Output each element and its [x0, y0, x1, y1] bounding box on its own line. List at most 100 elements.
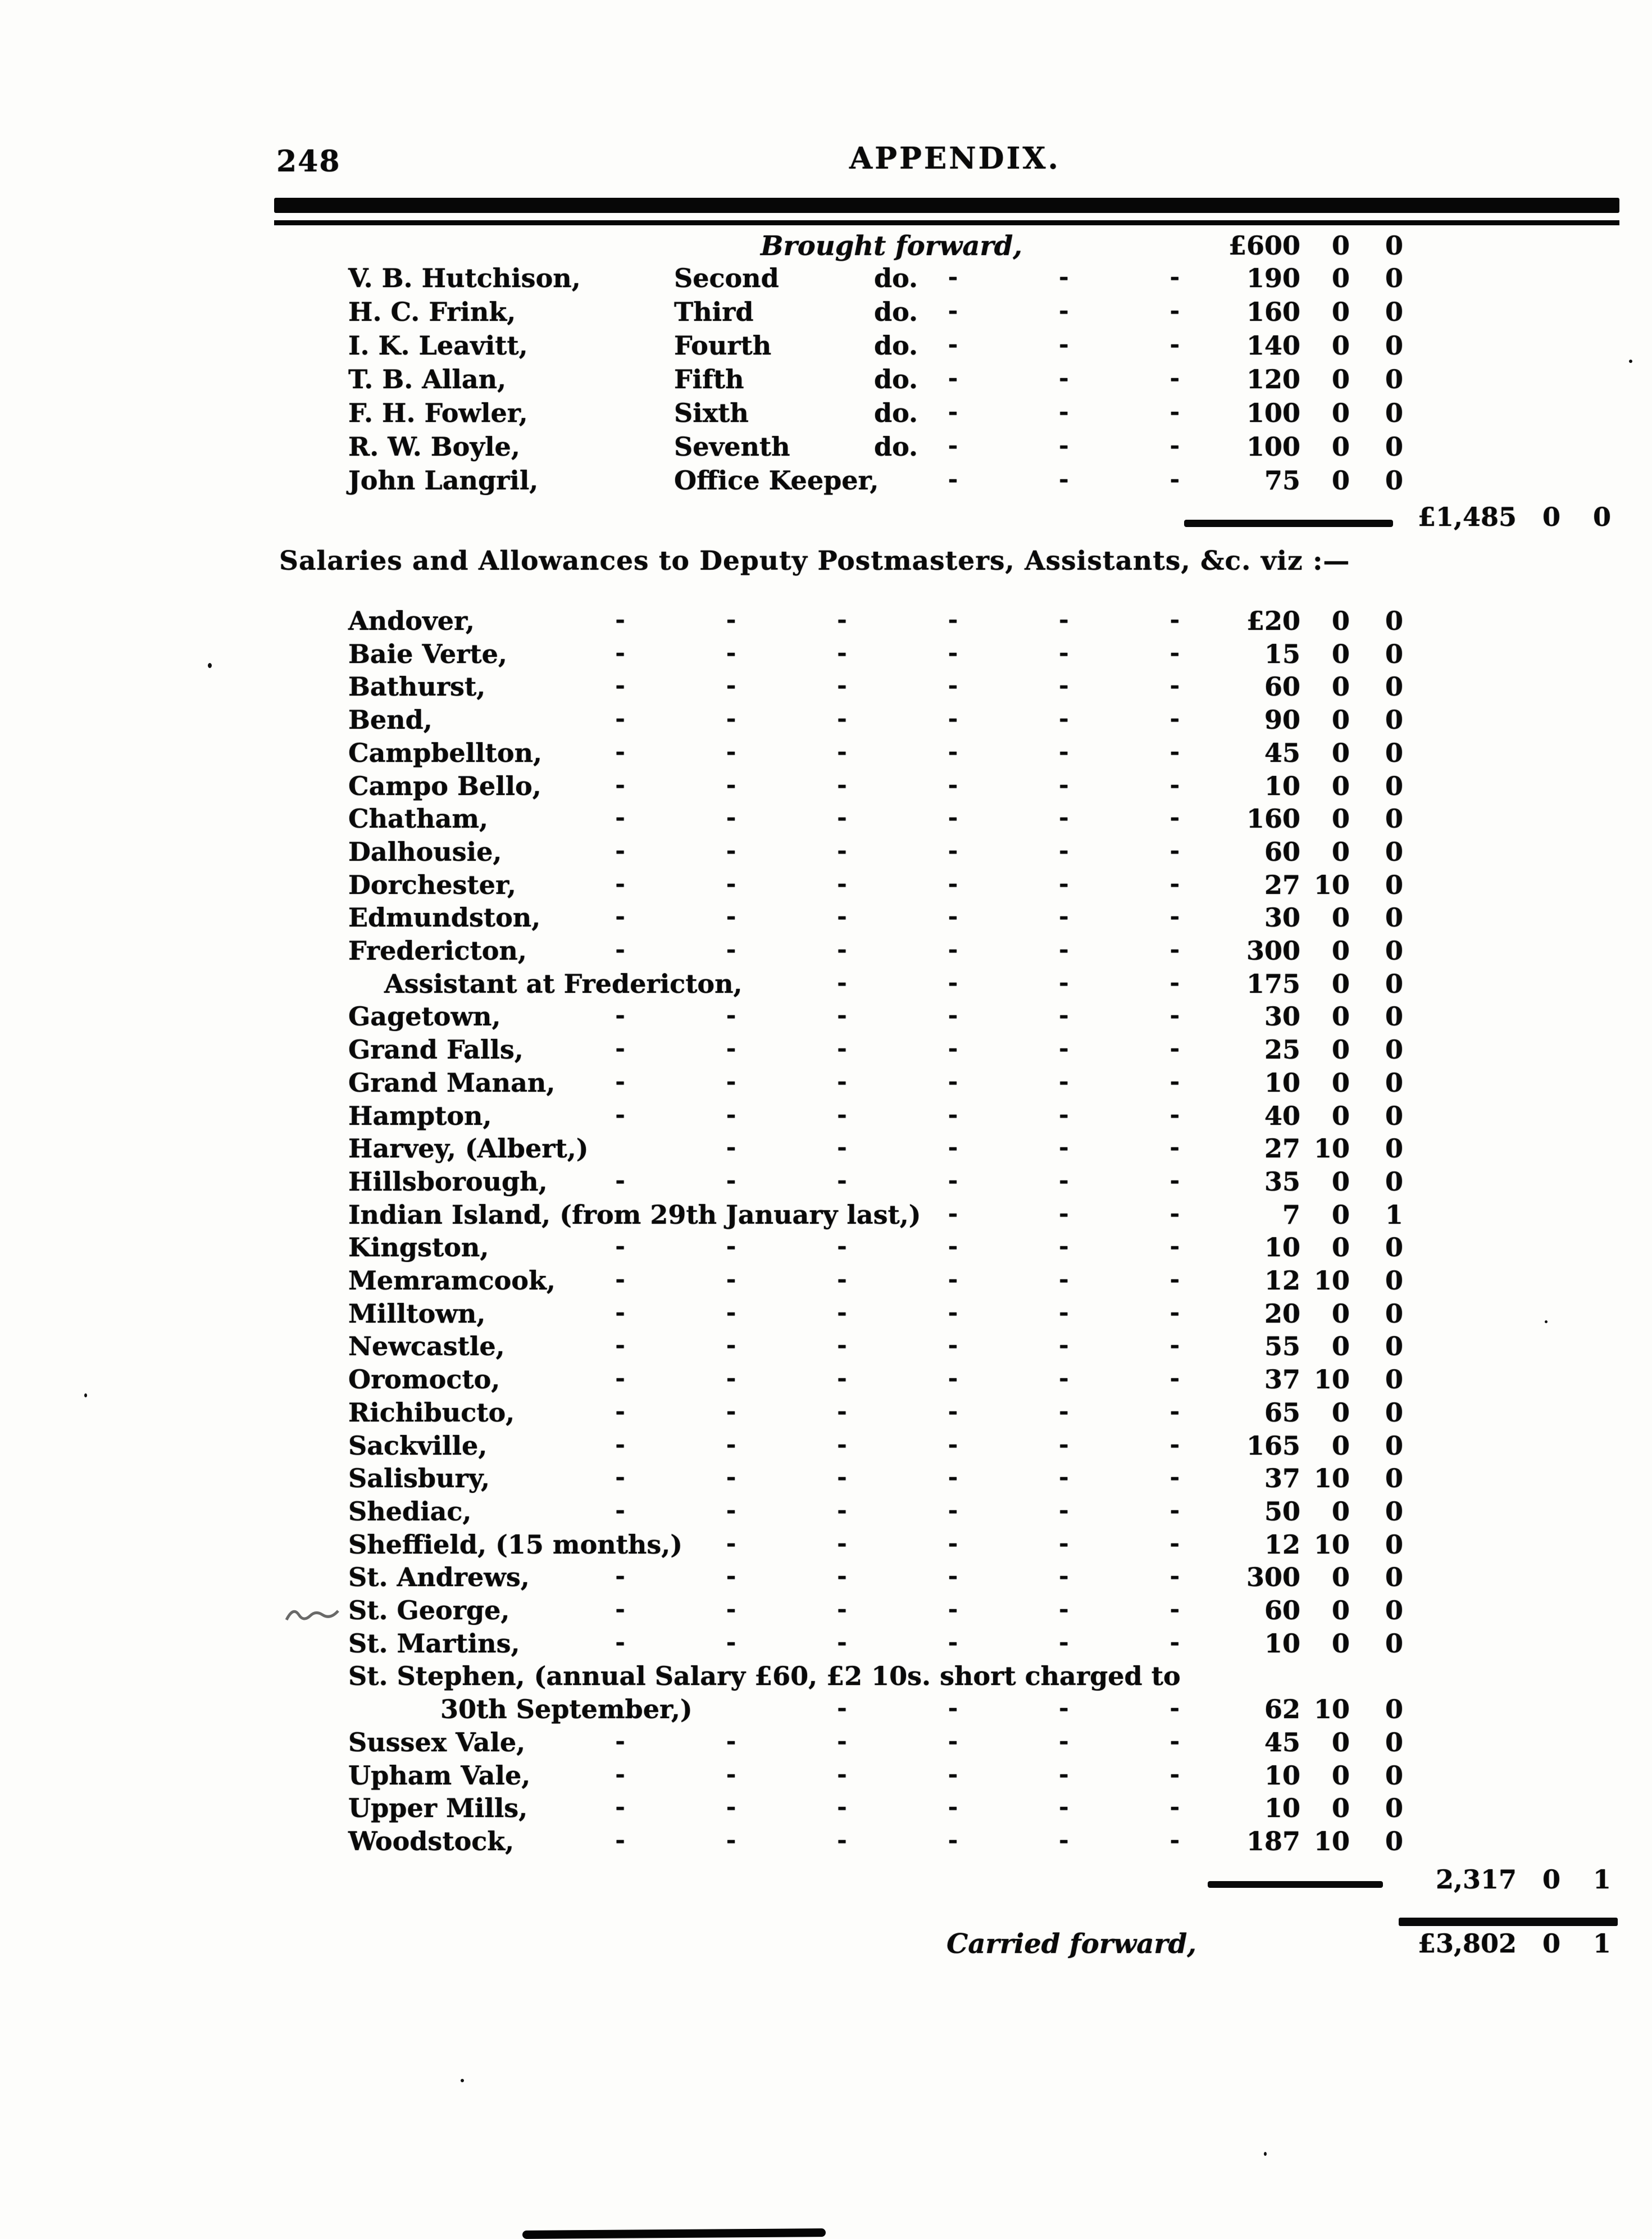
amount-pounds: 27 — [1264, 870, 1300, 900]
amount-pence: 0 — [1385, 1101, 1403, 1131]
table-row: St. Stephen, (annual Salary £60, £2 10s.… — [0, 1663, 1652, 1696]
amount-pounds: 12 — [1264, 1529, 1300, 1560]
amount-shillings: 0 — [1331, 738, 1350, 768]
subtotal-pounds: £1,485 — [1417, 502, 1517, 532]
subtotal-shillings: 0 — [1542, 1864, 1560, 1895]
brought-forward-label: Brought forward, — [760, 230, 1022, 262]
table-row: Indian Island, (from 29th January last,)… — [0, 1202, 1652, 1234]
amount-shillings: 0 — [1331, 1562, 1350, 1592]
amount-shillings: 0 — [1331, 902, 1350, 933]
ink-speck — [208, 663, 212, 668]
amount-pence: 0 — [1385, 1397, 1403, 1428]
table-row: Hampton, ------ 40 0 0 — [0, 1103, 1652, 1136]
amount-shillings: 0 — [1331, 364, 1350, 394]
amount-pounds: 120 — [1246, 364, 1300, 394]
amount-shillings: 0 — [1331, 1068, 1350, 1098]
amount-pence: 0 — [1385, 738, 1403, 768]
amount-pence: 0 — [1385, 870, 1403, 900]
ink-speck — [1629, 360, 1632, 363]
amount-pounds: 7 — [1282, 1200, 1300, 1230]
amount-shillings: 0 — [1331, 1200, 1350, 1230]
amount-shillings: 0 — [1331, 1298, 1350, 1329]
amount-shillings: 0 — [1331, 1430, 1350, 1461]
amount-pence: 0 — [1385, 1364, 1403, 1395]
amount-shillings: 0 — [1331, 1628, 1350, 1659]
amount-shillings: 0 — [1331, 1496, 1350, 1527]
table-row: Memramcook, ------ 12 10 0 — [0, 1268, 1652, 1300]
amount-pence: 0 — [1385, 1562, 1403, 1592]
amount-pounds: 60 — [1264, 1595, 1300, 1625]
ink-speck — [84, 1393, 87, 1397]
amount-pence: 0 — [1385, 935, 1403, 966]
amount-shillings: 0 — [1331, 935, 1350, 966]
amount-pounds: 45 — [1264, 1727, 1300, 1757]
table-row: R. W. Boyle, Seventh do. --- 100 0 0 — [0, 434, 1652, 466]
amount-pence: 0 — [1385, 263, 1403, 293]
header-rule-thick — [274, 198, 1619, 213]
amount-pence: 0 — [1385, 1529, 1403, 1560]
amount-shillings: 10 — [1313, 1364, 1350, 1395]
amount-shillings: 0 — [1331, 1101, 1350, 1131]
table-row: 30th September,) ---- 62 10 0 — [0, 1696, 1652, 1729]
table-row: Edmundston, ------ 30 0 0 — [0, 905, 1652, 937]
amount-shillings: 0 — [1331, 432, 1350, 462]
amount-pence: 0 — [1385, 1166, 1403, 1197]
table-row: Milltown, ------ 20 0 0 — [0, 1301, 1652, 1333]
amount-pounds: 175 — [1246, 969, 1300, 999]
table-row-subtotal: 2,317 0 1 — [0, 1866, 1652, 1899]
amount-shillings: 0 — [1331, 330, 1350, 361]
carried-forward-pounds: £3,802 — [1417, 1928, 1517, 1959]
amount-shillings: 0 — [1331, 837, 1350, 867]
table-row: St. Martins, ------ 10 0 0 — [0, 1631, 1652, 1663]
place-name: St. Stephen, (annual Salary £60, £2 10s.… — [348, 1661, 1181, 1691]
ink-speck — [1545, 1320, 1548, 1323]
table-row: Fredericton, ------ 300 0 0 — [0, 938, 1652, 970]
table-row: Campo Bello, ------ 10 0 0 — [0, 773, 1652, 806]
subtotal-pounds: 2,317 — [1435, 1864, 1517, 1895]
margin-mark — [285, 1610, 339, 1621]
table-row: T. B. Allan, Fifth do. --- 120 0 0 — [0, 366, 1652, 399]
amount-pounds: 165 — [1246, 1430, 1300, 1461]
amount-shillings: 0 — [1331, 1595, 1350, 1625]
amount-pence: 0 — [1385, 330, 1403, 361]
table-row: H. C. Frink, Third do. --- 160 0 0 — [0, 299, 1652, 331]
amount-pounds: 10 — [1264, 1068, 1300, 1098]
subtotal-pence: 1 — [1592, 1864, 1611, 1895]
amount-pence: 0 — [1385, 1298, 1403, 1329]
amount-pence: 0 — [1385, 398, 1403, 428]
amount-shillings: 0 — [1331, 465, 1350, 496]
amount-pounds: 62 — [1264, 1694, 1300, 1724]
table-row: Upham Vale, ------ 10 0 0 — [0, 1763, 1652, 1795]
amount-pounds: 10 — [1264, 1760, 1300, 1791]
amount-shillings: 0 — [1331, 771, 1350, 801]
amount-pounds: 10 — [1264, 771, 1300, 801]
amount-pence: 0 — [1385, 297, 1403, 327]
amount-shillings: 0 — [1331, 297, 1350, 327]
amount-pence: 0 — [1385, 902, 1403, 933]
table-row: Campbellton, ------ 45 0 0 — [0, 740, 1652, 773]
amount-pence: 0 — [1385, 465, 1403, 496]
amount-pounds: 187 — [1246, 1826, 1300, 1856]
table-row: Grand Falls, ------ 25 0 0 — [0, 1037, 1652, 1069]
amount-pence: 0 — [1385, 1463, 1403, 1493]
amount-pounds: 30 — [1264, 1001, 1300, 1032]
amount-shillings: 0 — [1331, 639, 1350, 669]
amount-pence: 0 — [1385, 230, 1403, 261]
amount-pounds: 100 — [1246, 398, 1300, 428]
amount-shillings: 0 — [1331, 1793, 1350, 1823]
amount-pence: 0 — [1385, 1826, 1403, 1856]
amount-pounds: 20 — [1264, 1298, 1300, 1329]
table-row: Gagetown, ------ 30 0 0 — [0, 1003, 1652, 1036]
amount-pounds: 100 — [1246, 432, 1300, 462]
amount-pence: 0 — [1385, 969, 1403, 999]
amount-pounds: 27 — [1264, 1133, 1300, 1164]
subtotal-shillings: 0 — [1542, 502, 1560, 532]
amount-pence: 0 — [1385, 1232, 1403, 1262]
amount-pounds: 45 — [1264, 738, 1300, 768]
amount-pounds: 65 — [1264, 1397, 1300, 1428]
carried-forward-pence: 1 — [1592, 1928, 1611, 1959]
amount-pence: 0 — [1385, 803, 1403, 834]
amount-pounds: 15 — [1264, 639, 1300, 669]
amount-pence: 0 — [1385, 1760, 1403, 1791]
